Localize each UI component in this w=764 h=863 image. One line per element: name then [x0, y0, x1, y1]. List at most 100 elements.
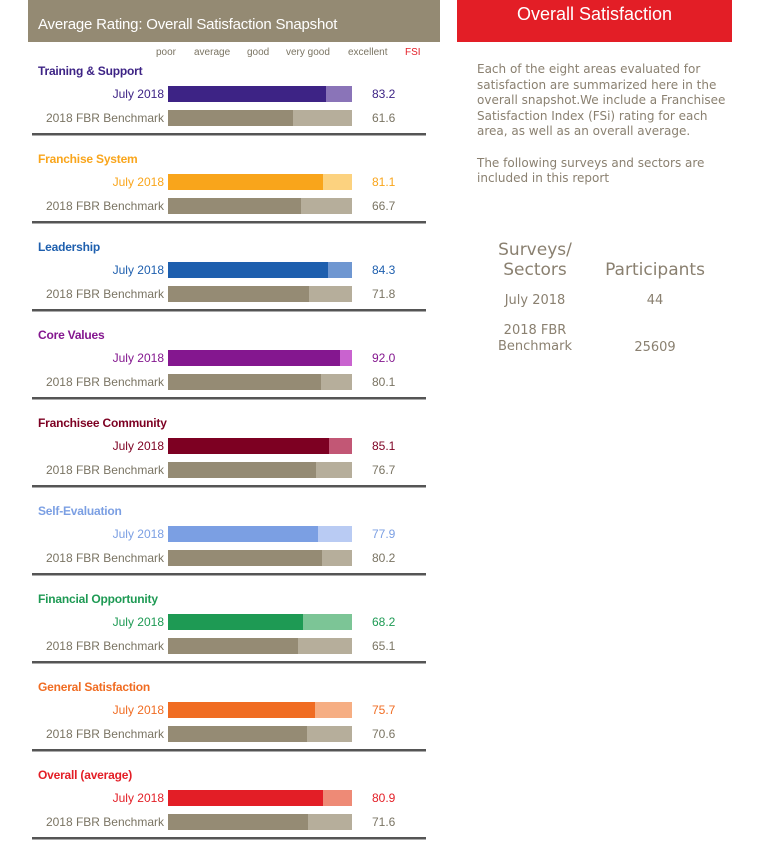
row-label: 2018 FBR Benchmark [45, 815, 164, 829]
row-label: 2018 FBR Benchmark [45, 463, 164, 477]
bar-track [168, 462, 352, 478]
bar-track [168, 702, 352, 718]
bar-fill [168, 550, 322, 566]
bar-fill [168, 790, 323, 806]
bar-track [168, 350, 352, 366]
bar-row: 2018 FBR Benchmark 61.6 [28, 110, 440, 126]
description: Each of the eight areas evaluated for sa… [477, 62, 727, 203]
bar-fill [168, 526, 319, 542]
row-label: July 2018 [112, 439, 164, 453]
scale-good: good [247, 47, 270, 58]
survey-name: July 2018 [504, 293, 566, 308]
fsi-value: 61.6 [372, 111, 396, 125]
section: Financial Opportunity July 2018 68.2 201… [28, 590, 440, 678]
row-label: 2018 FBR Benchmark [45, 111, 164, 125]
section-divider [32, 573, 426, 575]
col-header-surveys: Surveys/ Sectors [498, 240, 572, 280]
bar-row: 2018 FBR Benchmark 65.1 [28, 638, 440, 654]
section-title: Self-Evaluation [38, 504, 122, 518]
section-title: Overall (average) [38, 768, 132, 782]
row-label: 2018 FBR Benchmark [45, 199, 164, 213]
fsi-value: 81.1 [372, 175, 396, 189]
bar-row: July 2018 81.1 [28, 174, 440, 190]
bar-fill [168, 110, 294, 126]
col-header-participants: Participants [605, 260, 705, 280]
bar-track [168, 638, 352, 654]
bar-track [168, 110, 352, 126]
section-divider [32, 749, 426, 751]
fsi-value: 75.7 [372, 703, 396, 717]
row-label: July 2018 [112, 615, 164, 629]
bar-fill [168, 638, 299, 654]
row-label: July 2018 [112, 351, 164, 365]
row-label: July 2018 [112, 791, 164, 805]
row-label: July 2018 [112, 175, 164, 189]
bar-track [168, 526, 352, 542]
fsi-value: 84.3 [372, 263, 396, 277]
bar-track [168, 726, 352, 742]
section-divider [32, 397, 426, 399]
section-divider [32, 133, 426, 135]
survey-name: 2018 FBR Benchmark [497, 323, 573, 354]
section-title: Franchise System [38, 152, 138, 166]
fsi-value: 71.8 [372, 287, 396, 301]
section: Training & Support July 2018 83.2 2018 F… [28, 62, 440, 150]
bar-track [168, 550, 352, 566]
section: Franchisee Community July 2018 85.1 2018… [28, 414, 440, 502]
row-label: 2018 FBR Benchmark [45, 639, 164, 653]
bar-track [168, 614, 352, 630]
fsi-value: 65.1 [372, 639, 396, 653]
bar-track [168, 198, 352, 214]
fsi-value: 77.9 [372, 527, 396, 541]
bar-row: July 2018 68.2 [28, 614, 440, 630]
bar-row: 2018 FBR Benchmark 71.6 [28, 814, 440, 830]
fsi-value: 85.1 [372, 439, 396, 453]
fsi-value: 80.9 [372, 791, 396, 805]
survey-count: 25609 [634, 340, 676, 355]
row-label: 2018 FBR Benchmark [45, 375, 164, 389]
scale-average: average [194, 47, 231, 58]
section-divider [32, 221, 426, 223]
scale-excellent: excellent [348, 47, 388, 58]
section: Overall (average) July 2018 80.9 2018 FB… [28, 766, 440, 854]
bar-row: July 2018 85.1 [28, 438, 440, 454]
bar-track [168, 174, 352, 190]
section: General Satisfaction July 2018 75.7 2018… [28, 678, 440, 766]
section-title: General Satisfaction [38, 680, 151, 694]
fsi-value: 76.7 [372, 463, 396, 477]
bar-fill [168, 174, 323, 190]
bar-row: July 2018 84.3 [28, 262, 440, 278]
bar-fill [168, 814, 309, 830]
bar-row: 2018 FBR Benchmark 80.1 [28, 374, 440, 390]
section-title: Financial Opportunity [38, 592, 158, 606]
bar-track [168, 790, 352, 806]
bar-row: July 2018 92.0 [28, 350, 440, 366]
bar-fill [168, 614, 304, 630]
row-label: 2018 FBR Benchmark [45, 551, 164, 565]
bar-fill [168, 702, 315, 718]
section: Franchise System July 2018 81.1 2018 FBR… [28, 150, 440, 238]
bar-fill [168, 374, 322, 390]
row-label: 2018 FBR Benchmark [45, 727, 164, 741]
row-label: July 2018 [112, 527, 164, 541]
section: Leadership July 2018 84.3 2018 FBR Bench… [28, 238, 440, 326]
bar-row: 2018 FBR Benchmark 66.7 [28, 198, 440, 214]
description-paragraph-1: Each of the eight areas evaluated for sa… [477, 62, 726, 138]
bar-row: 2018 FBR Benchmark 76.7 [28, 462, 440, 478]
row-label: July 2018 [112, 703, 164, 717]
description-paragraph-2: The following surveys and sectors are in… [477, 155, 705, 186]
scale-poor: poor [156, 47, 177, 58]
bar-track [168, 814, 352, 830]
bar-row: 2018 FBR Benchmark 80.2 [28, 550, 440, 566]
row-label: 2018 FBR Benchmark [45, 287, 164, 301]
bar-fill [168, 86, 327, 102]
row-label: July 2018 [112, 263, 164, 277]
bar-track [168, 286, 352, 302]
bar-fill [168, 286, 309, 302]
scale-labels: poor average good very good excellent FS… [28, 42, 440, 62]
bar-track [168, 438, 352, 454]
fsi-value: 80.1 [372, 375, 396, 389]
section-divider [32, 661, 426, 663]
fsi-value: 68.2 [372, 615, 396, 629]
bar-fill [168, 726, 307, 742]
